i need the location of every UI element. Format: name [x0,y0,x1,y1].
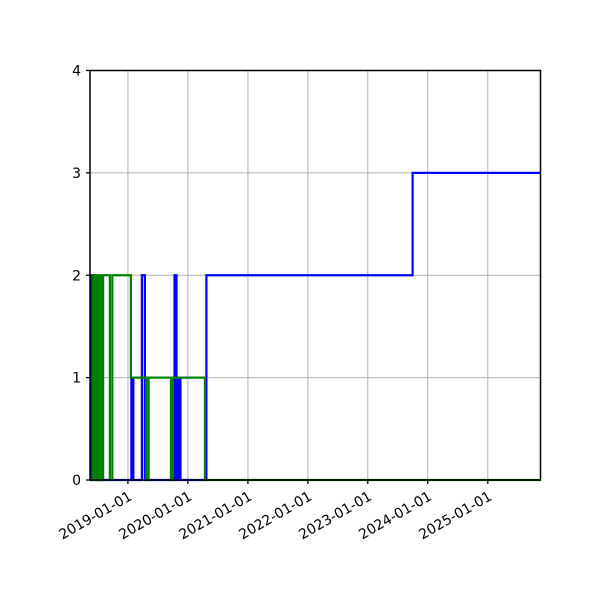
y-tick-label: 3 [72,166,81,182]
y-tick-label: 2 [72,268,81,284]
green-count-series [90,274,541,482]
y-tick-label: 4 [72,64,81,80]
y-tick-label: 0 [72,473,81,489]
y-tick-label: 1 [72,371,81,387]
